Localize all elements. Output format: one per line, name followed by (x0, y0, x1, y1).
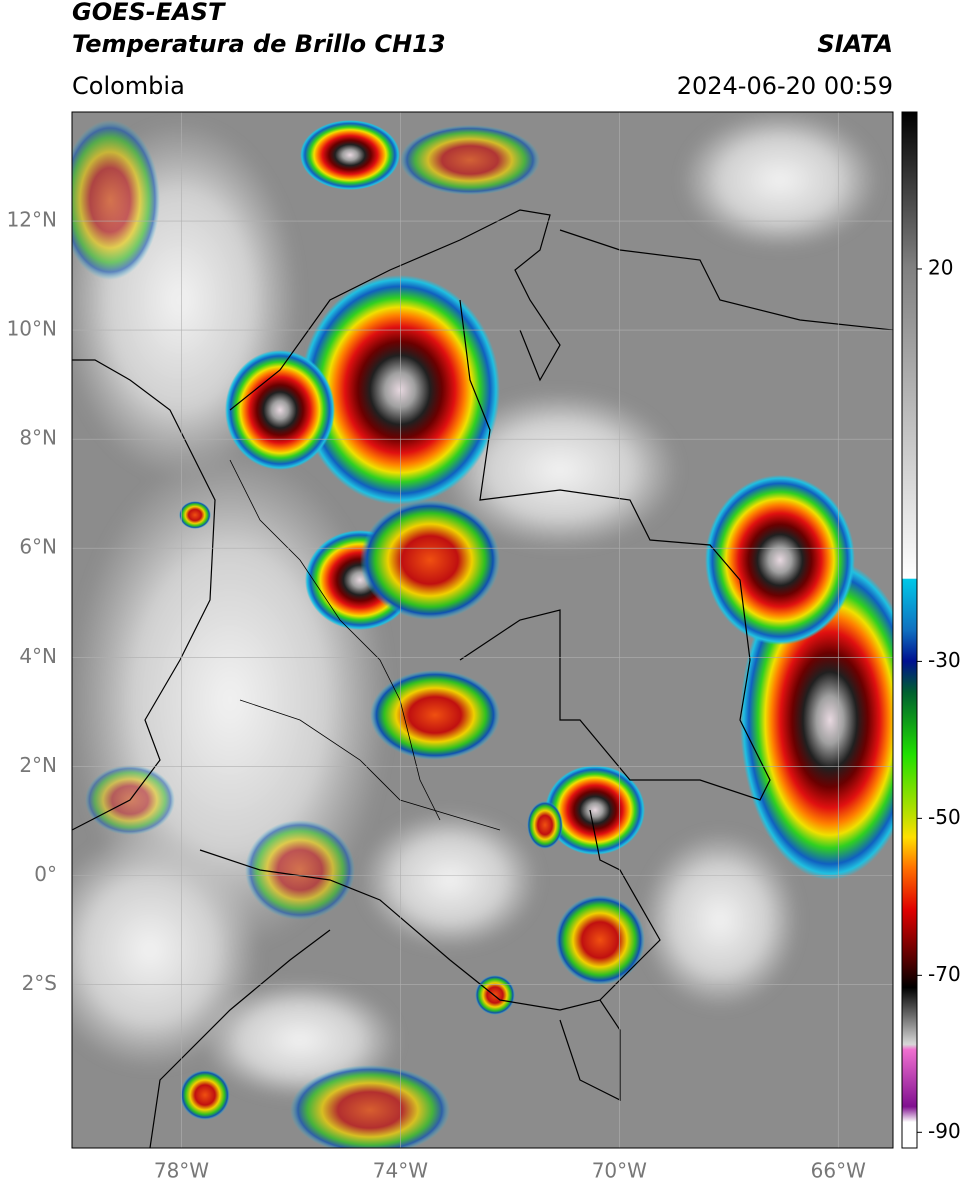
lon-tick-label: 70°W (592, 1159, 647, 1183)
coastline (229, 209, 561, 411)
storm (545, 765, 645, 855)
colorbar-tick-label: -70 (928, 962, 961, 986)
storm (527, 801, 563, 849)
storm (475, 975, 515, 1015)
storm (300, 120, 400, 190)
lat-tick-label: 2°N (19, 753, 57, 777)
title-line1: GOES-EAST (72, 0, 226, 26)
border (589, 809, 661, 1001)
lat-tick-label: 4°N (19, 644, 57, 668)
storm (290, 1065, 450, 1148)
timestamp: 2024-06-20 00:59 (677, 72, 893, 100)
lon-tick-label: 78°W (154, 1159, 209, 1183)
storm (705, 475, 855, 645)
region: Colombia (72, 72, 185, 100)
border (239, 699, 501, 831)
border (459, 299, 771, 801)
map-frame (71, 111, 894, 1149)
storm (370, 670, 500, 760)
lat-tick-label: 2°S (22, 971, 57, 995)
storm (180, 1070, 230, 1120)
cloud (640, 830, 800, 1010)
colorbar-tick-label: -30 (928, 648, 961, 672)
cloud (72, 830, 260, 1070)
lat-tick-label: 10°N (7, 317, 57, 341)
border (149, 929, 331, 1148)
colorbar-tick-label: -90 (928, 1119, 961, 1143)
cloud (360, 810, 540, 950)
storm (72, 120, 160, 280)
imagery (72, 112, 893, 1148)
storm (300, 275, 500, 505)
grid (72, 112, 893, 1148)
storm (179, 501, 211, 529)
lat-tick-label: 0° (34, 862, 57, 886)
border (229, 459, 441, 821)
storm (360, 500, 500, 620)
storm (225, 350, 335, 470)
storm (555, 895, 645, 985)
storm (245, 820, 355, 920)
cloud (680, 112, 880, 250)
cloud (440, 390, 680, 550)
coastline (559, 229, 893, 331)
colorbar-tick-label: 20 (928, 255, 953, 279)
storms (72, 120, 893, 1148)
colorbar-tick-label: -50 (928, 805, 961, 829)
border (199, 849, 621, 1101)
storm (400, 125, 540, 195)
borders (72, 209, 893, 1148)
lat-tick-label: 6°N (19, 535, 57, 559)
coastline (72, 359, 216, 831)
title-line2: Temperatura de Brillo CH13 (72, 30, 446, 58)
colorbar (901, 111, 918, 1149)
lon-tick-label: 66°W (811, 1159, 866, 1183)
lon-tick-label: 74°W (373, 1159, 428, 1183)
source: SIATA (817, 30, 893, 58)
lat-tick-label: 8°N (19, 426, 57, 450)
lat-tick-label: 12°N (7, 208, 57, 232)
